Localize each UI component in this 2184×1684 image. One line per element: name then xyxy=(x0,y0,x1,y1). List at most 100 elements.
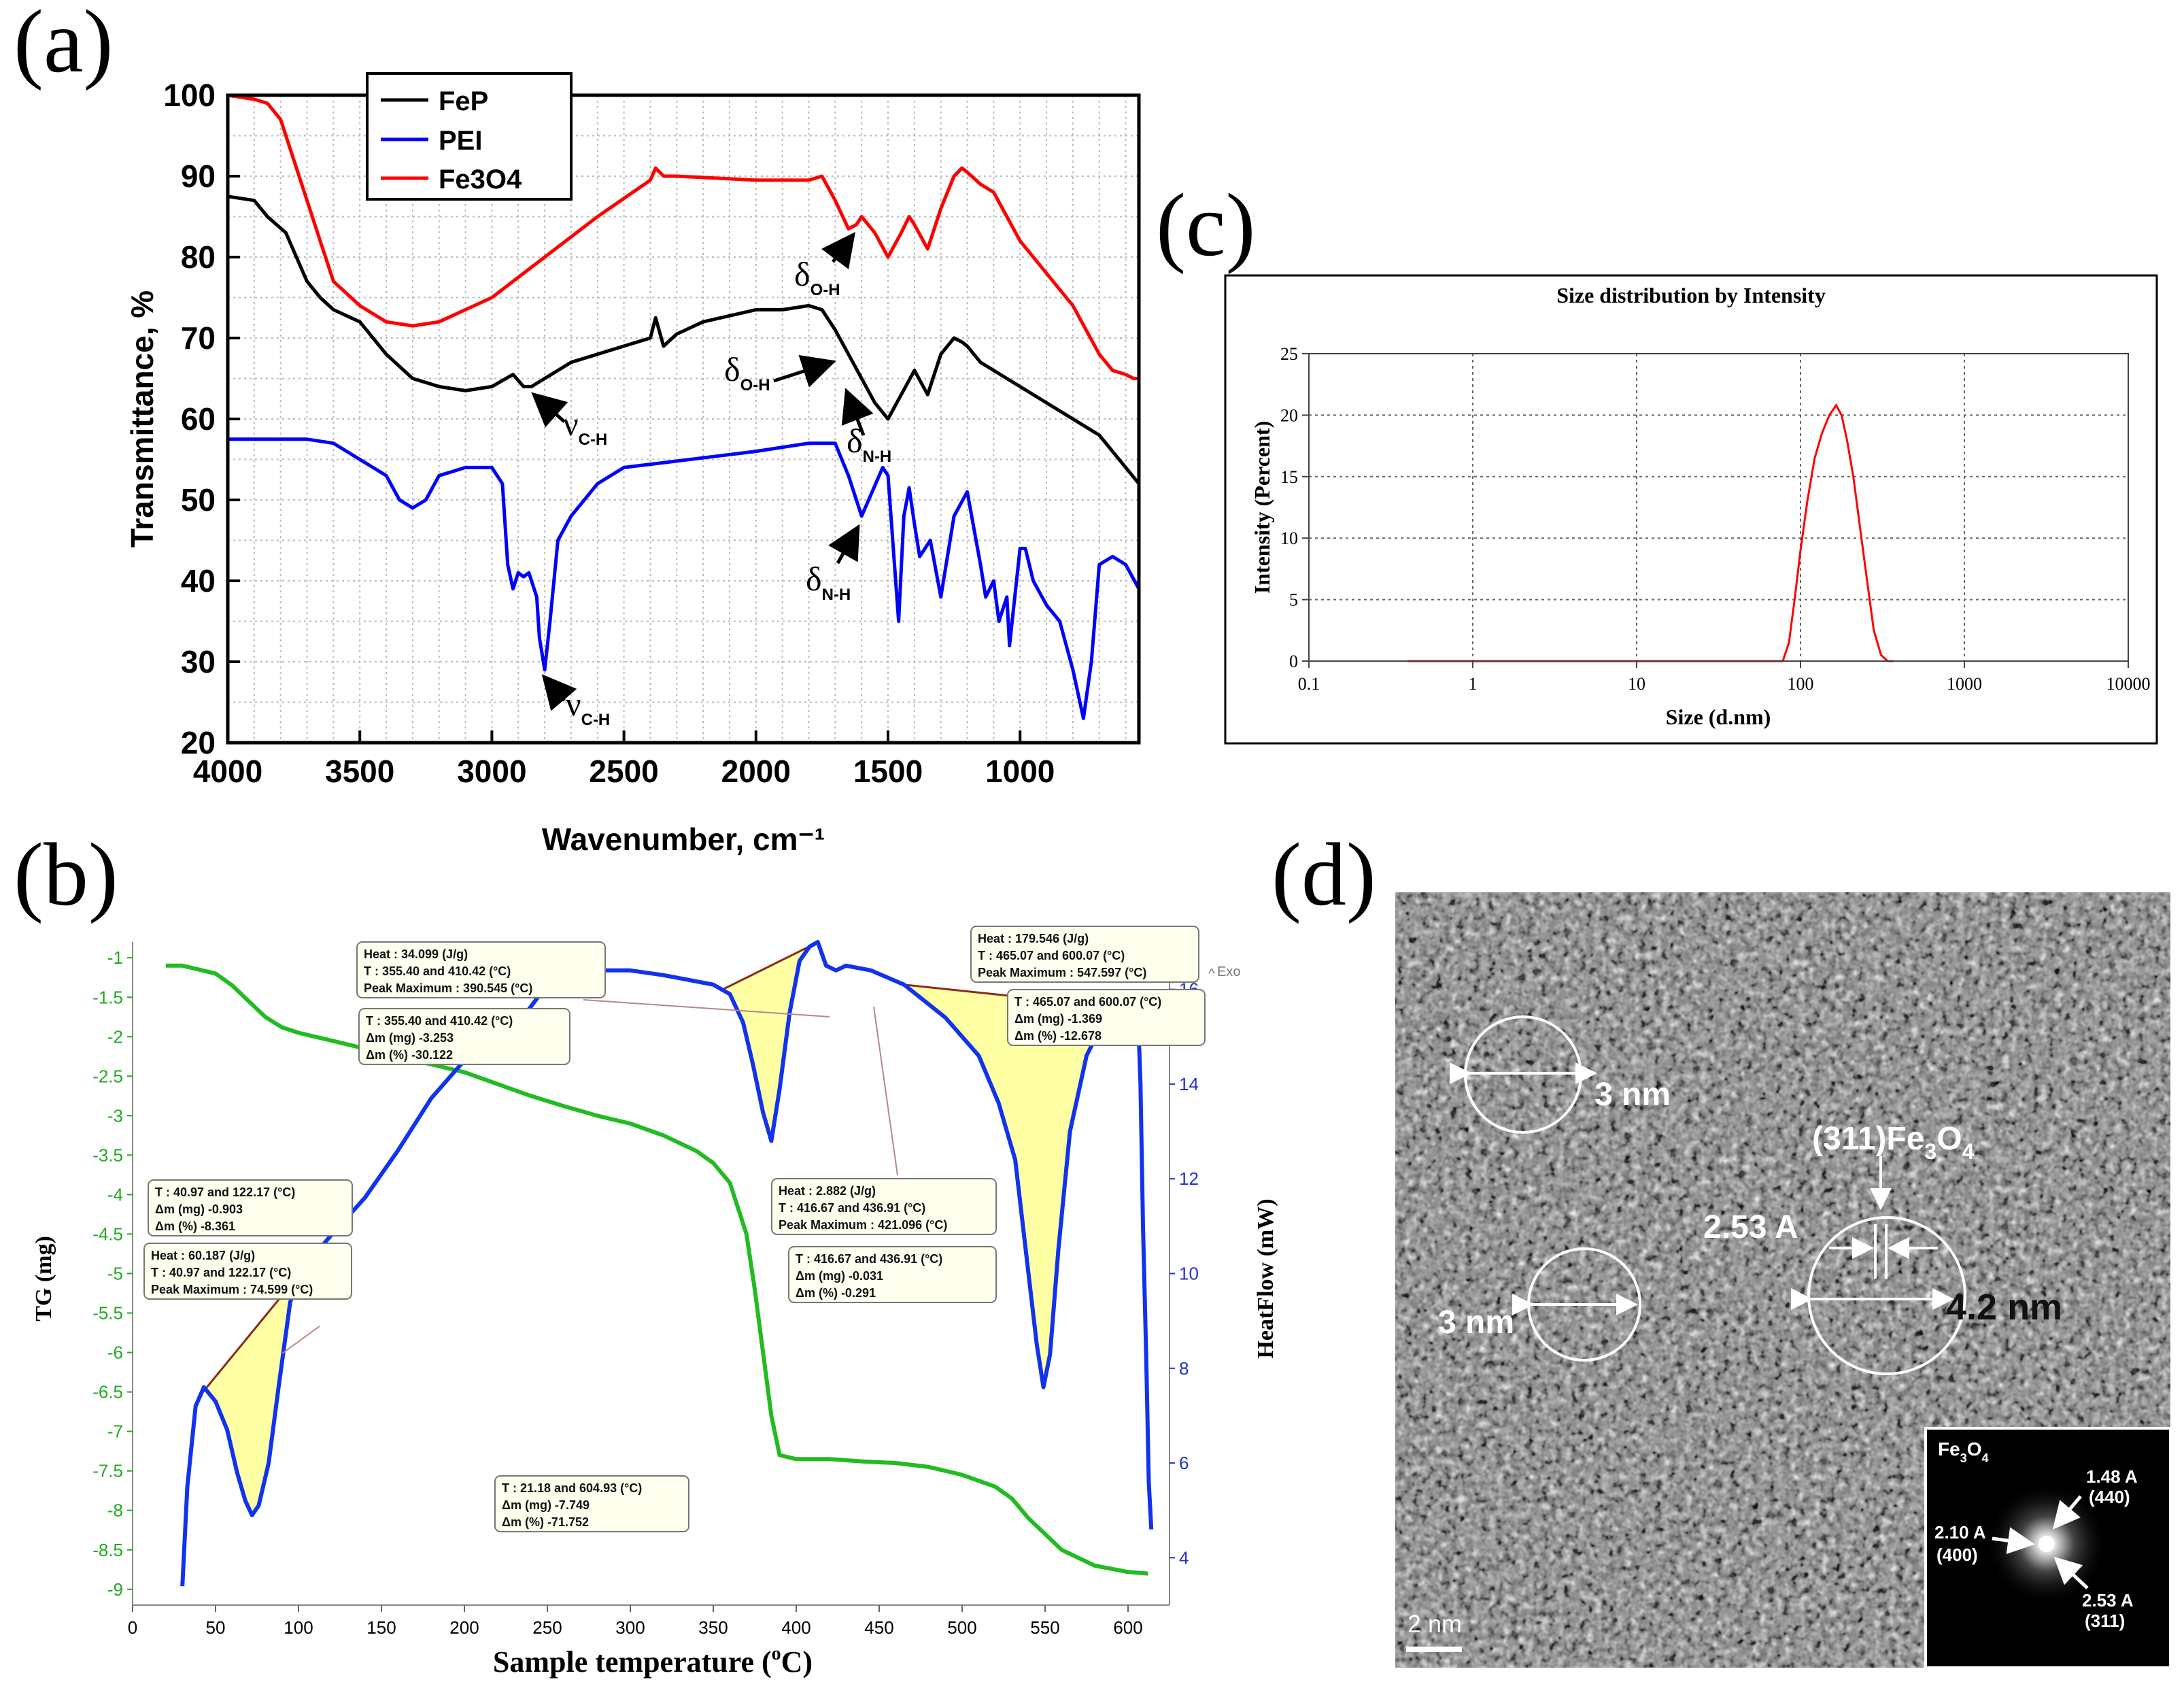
dls-chart: Size distribution by Intensity 0.1 1 10 100… xyxy=(1224,274,2158,745)
annotation-text: T : 355.40 and 410.42 (°C) xyxy=(364,964,511,978)
ftir-x-tick-label: 3500 xyxy=(325,754,394,789)
annotation-text: Heat : 60.187 (J/g) xyxy=(151,1249,255,1262)
annotation-subscript: C-H xyxy=(579,431,608,449)
fft-inset-title-sub2: 4 xyxy=(1981,1451,1988,1465)
particle-size-label-3: 4.2 nm xyxy=(1946,1287,2062,1328)
annotation-symbol: δ xyxy=(806,560,822,598)
ftir-legend: FeP PEI Fe3O4 xyxy=(366,72,573,201)
annotation-nh-pei: δN-H xyxy=(806,560,851,604)
tg-y-tick-label: -5.5 xyxy=(92,1303,123,1324)
annotation-box-9 xyxy=(494,1475,689,1532)
annotation-text: Peak Maximum : 390.545 (°C) xyxy=(364,981,532,995)
fft-spot-hkl-400: (400) xyxy=(1936,1545,1978,1565)
dls-x-tick-label: 1000 xyxy=(1947,674,1982,694)
annotation-ch-pei: νC-H xyxy=(566,685,610,729)
ftir-x-axis-label: Wavenumber, cm⁻¹ xyxy=(542,822,825,857)
tg-y-tick-label: -7.5 xyxy=(92,1461,123,1481)
tg-y-tick-label: -7 xyxy=(107,1421,123,1442)
fft-spot-d-440: 1.48 A xyxy=(2086,1466,2138,1487)
annotation-symbol: δ xyxy=(724,350,740,388)
ftir-y-axis-label: Transmittance, % xyxy=(124,290,160,548)
heatflow-y-tick-label: 6 xyxy=(1179,1453,1189,1473)
ftir-x-tick-label: 1500 xyxy=(853,754,923,789)
tg-x-axis-label-tail: C) xyxy=(781,1645,813,1679)
tg-x-tick-label: 0 xyxy=(128,1617,137,1638)
tg-y-tick-label: -8.5 xyxy=(92,1540,123,1560)
dls-y-ticks: 0 5 10 15 20 25 xyxy=(1280,344,1309,671)
ftir-y-tick-label: 50 xyxy=(181,482,216,518)
lattice-plane-label-base: (311)Fe xyxy=(1812,1121,1924,1157)
fft-inset-title: Fe3O4 xyxy=(1938,1438,1989,1465)
ftir-y-tick-label: 70 xyxy=(181,320,216,356)
annotation-arrow-oh-fe3o4 xyxy=(821,232,855,269)
fft-arrow-400 xyxy=(1992,1527,2035,1555)
leader-line xyxy=(873,1006,898,1176)
tg-x-tick-label: 400 xyxy=(781,1617,811,1638)
panel-label-b: (b) xyxy=(14,824,118,924)
heatflow-y-tick-label: 14 xyxy=(1179,1074,1199,1094)
tg-y-tick-label: -4.5 xyxy=(92,1224,123,1244)
panel-label-a: (a) xyxy=(14,0,114,91)
annotation-text: Peak Maximum : 547.597 (°C) xyxy=(978,966,1146,979)
ftir-x-tick-label: 3000 xyxy=(457,754,526,789)
annotation-text: T : 40.97 and 122.17 (°C) xyxy=(155,1185,295,1199)
legend-label-fe3o4: Fe3O4 xyxy=(439,165,522,195)
annotation-nh-fep: δN-H xyxy=(847,422,891,466)
annotation-ch-fep: νC-H xyxy=(563,405,607,449)
annotation-text: Heat : 34.099 (J/g) xyxy=(364,947,468,961)
ftir-x-tick-label: 4000 xyxy=(193,754,262,789)
tg-y-tick-label: -6.5 xyxy=(92,1382,123,1402)
annotation-symbol: ν xyxy=(566,685,581,723)
ftir-chart: 4000 3500 3000 2500 2000 1500 1000 20 30 40 50 60 7… xyxy=(124,72,1141,857)
fft-spot-hkl-440: (440) xyxy=(2089,1487,2130,1507)
ftir-x-ticks: 4000 3500 3000 2500 2000 1500 1000 xyxy=(193,730,1055,789)
dls-x-tick-label: 10 xyxy=(1628,674,1645,694)
annotation-text: Peak Maximum : 421.096 (°C) xyxy=(779,1218,947,1232)
leader-line xyxy=(281,1326,320,1354)
tg-x-tick-label: 50 xyxy=(206,1617,226,1638)
annotation-text: Δm (mg) -0.031 xyxy=(796,1269,883,1283)
heatflow-peak-baseline-2 xyxy=(721,943,815,991)
annotation-arrow-nh-fep xyxy=(841,388,874,436)
lattice-plane-label: (311)Fe3O4 xyxy=(1812,1121,1975,1164)
tg-x-tick-label: 150 xyxy=(366,1617,396,1638)
lattice-plane-label-mid: O xyxy=(1936,1121,1962,1157)
ftir-y-tick-label: 60 xyxy=(181,401,216,437)
tg-y-axis-label: TG (mg) xyxy=(31,1236,56,1321)
tg-x-axis-label: Sample temperature (oC) xyxy=(493,1643,813,1679)
tg-y-tick-label: -9 xyxy=(107,1579,123,1600)
fft-arrow-440 xyxy=(2052,1495,2082,1530)
tg-x-tick-label: 100 xyxy=(284,1617,313,1638)
annotation-symbol: δ xyxy=(847,422,863,460)
annotation-symbol: δ xyxy=(794,255,811,293)
tg-y-tick-label: -8 xyxy=(107,1500,123,1521)
annotation-subscript: O-H xyxy=(740,376,770,394)
dls-title: Size distribution by Intensity xyxy=(1556,283,1826,307)
annotation-text: Δm (%) -0.291 xyxy=(796,1286,876,1300)
tg-series-tg xyxy=(165,963,1148,1576)
tg-y-ticks: -1 -1.5 -2 -2.5 -3 -3.5 -4 -4.5 -5 -5.5 -6 -6.5 -7 -7… xyxy=(92,947,133,1600)
tg-x-axis-label-sup: o xyxy=(772,1643,781,1664)
tg-y-tick-label: -1.5 xyxy=(92,987,123,1007)
annotation-text: Δm (mg) -7.749 xyxy=(502,1498,590,1512)
ftir-x-tick-label: 2500 xyxy=(589,754,658,789)
fft-inset-title-mid: O xyxy=(1967,1438,1982,1460)
tg-y-tick-label: -2.5 xyxy=(92,1066,123,1086)
heatflow-peak-fill-3 xyxy=(904,984,1129,1380)
annotation-subscript: N-H xyxy=(822,586,851,604)
annotation-box-5 xyxy=(148,1179,353,1236)
ftir-y-ticks: 20 30 40 50 60 70 80 90 100 xyxy=(163,78,240,760)
annotation-text: T : 416.67 and 436.91 (°C) xyxy=(779,1201,925,1215)
ftir-y-tick-label: 40 xyxy=(181,563,216,599)
fft-arrow-311 xyxy=(2053,1556,2089,1589)
heatflow-peak-fill-1 xyxy=(201,1230,336,1515)
dls-x-axis-label: Size (d.nm) xyxy=(1666,705,1771,729)
annotation-text: Δm (mg) -3.253 xyxy=(366,1031,454,1045)
tg-y-tick-label: -6 xyxy=(107,1343,123,1363)
dls-x-ticks: 0.1 1 10 100 1000 10000 xyxy=(1298,661,2151,694)
dls-series-lines xyxy=(1407,403,1894,662)
lattice-spacing-label: 2.53 A xyxy=(1703,1209,1798,1245)
panel-label-d: (d) xyxy=(1272,824,1376,924)
dls-series-intensity xyxy=(1407,403,1894,662)
dls-y-tick-label: 0 xyxy=(1289,652,1298,671)
